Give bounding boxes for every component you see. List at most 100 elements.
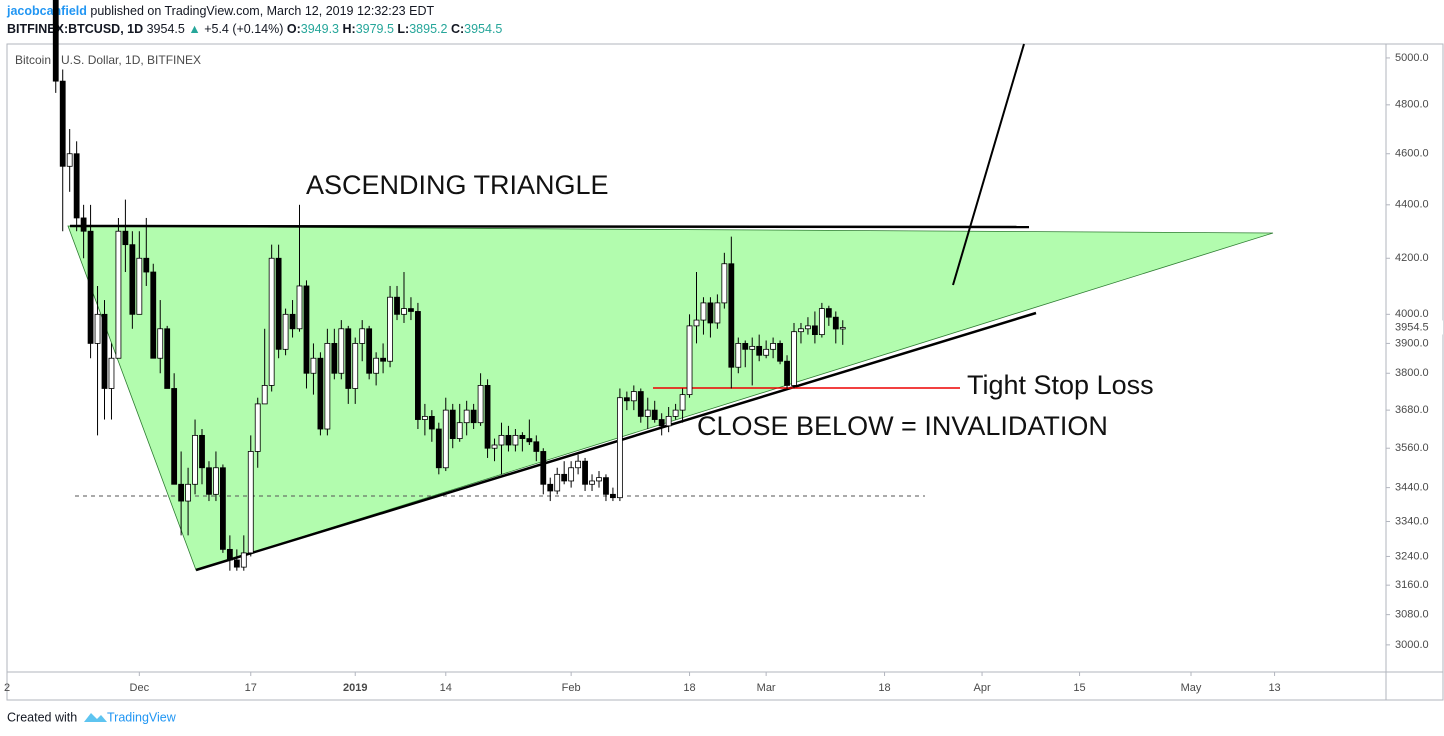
candle-body — [421, 415, 428, 420]
candle-body — [540, 451, 547, 485]
candle-body — [415, 311, 421, 420]
candle-body — [289, 313, 296, 330]
ohlc-key: L: — [397, 22, 409, 36]
y-tick-label: 3340.0 — [1395, 515, 1429, 527]
candle-body — [735, 343, 742, 368]
candle-body — [505, 434, 512, 446]
footer-brand[interactable]: TradingView — [107, 710, 177, 724]
candle-body — [791, 331, 797, 386]
last-price-label: 3954.5 — [1395, 321, 1429, 333]
header-line: jacobcanfield published on TradingView.c… — [6, 4, 434, 18]
candle-body — [324, 343, 331, 430]
candle-body — [463, 409, 470, 424]
candle-body — [672, 409, 679, 417]
candle-body — [296, 285, 303, 330]
candle-body — [728, 263, 735, 368]
candle-body — [658, 419, 665, 427]
candle-body — [143, 257, 150, 273]
candle-body — [589, 480, 595, 485]
y-tick-label: 3800.0 — [1395, 367, 1429, 379]
candle-body — [477, 385, 484, 424]
annotation: ASCENDING TRIANGLE — [306, 170, 609, 200]
candle-body — [610, 493, 616, 499]
candle-body — [122, 230, 129, 246]
x-tick-label: 18 — [683, 682, 695, 694]
candle-body — [449, 409, 456, 439]
x-tick-label: Mar — [757, 682, 776, 694]
candle-body — [839, 327, 846, 330]
x-tick-label: Apr — [973, 682, 990, 694]
candle-body — [366, 328, 373, 374]
y-tick-label: 3440.0 — [1395, 482, 1429, 494]
candle-body — [714, 302, 721, 324]
candle-body — [679, 394, 686, 411]
candle-body — [832, 316, 839, 330]
brand-logo — [84, 713, 107, 722]
candle-body — [700, 302, 707, 321]
candle-body — [150, 271, 157, 359]
x-tick-label: 18 — [878, 682, 890, 694]
candle-body — [818, 308, 825, 336]
candle-body — [623, 397, 630, 402]
candle-body — [721, 263, 728, 304]
candle-body — [192, 434, 198, 485]
candle-body — [303, 285, 310, 374]
published: published on TradingView.com, March 12, … — [90, 4, 434, 18]
candle-body — [268, 257, 275, 386]
resistance-line[interactable] — [69, 224, 1030, 229]
footer-text: Created with — [7, 710, 77, 724]
candle-body — [80, 217, 87, 232]
candle-body — [73, 153, 80, 219]
candle-body — [178, 483, 185, 502]
y-tick-label: 4600.0 — [1395, 148, 1429, 160]
candle-body — [275, 257, 282, 350]
candle-body — [637, 391, 644, 417]
candle-body — [317, 357, 324, 430]
x-tick-label: 2 — [4, 682, 10, 694]
candle-body — [331, 343, 338, 374]
candle-body — [247, 451, 254, 554]
x-tick-label: 13 — [1268, 682, 1280, 694]
y-tick-label: 3080.0 — [1395, 609, 1429, 621]
y-tick-label: 5000.0 — [1395, 52, 1429, 64]
candle-body — [157, 328, 164, 359]
x-tick-label: May — [1181, 682, 1202, 694]
candle-body — [345, 328, 352, 389]
candle-body — [686, 325, 693, 396]
candle-body — [519, 434, 526, 439]
change: +5.4 (+0.14%) — [204, 22, 283, 36]
candle-body — [533, 441, 540, 452]
candle-body — [115, 230, 122, 359]
candle-body — [66, 153, 73, 167]
author[interactable]: jacobcanfield — [6, 4, 87, 18]
candle-body — [338, 328, 345, 374]
candle-body — [756, 345, 763, 356]
chart-title: Bitcoin / U.S. Dollar, 1D, BITFINEX — [15, 53, 201, 67]
triangle-zone[interactable] — [67, 225, 1274, 571]
candle-body — [310, 357, 317, 374]
candle-body — [233, 559, 240, 568]
annotation: CLOSE BELOW = INVALIDATION — [697, 411, 1108, 441]
candle-body — [596, 477, 602, 482]
price: 3954.5 — [147, 22, 185, 36]
x-tick-label: 15 — [1073, 682, 1085, 694]
y-tick-label: 3160.0 — [1395, 579, 1429, 591]
candle-body — [199, 434, 205, 469]
candle-body — [213, 467, 219, 495]
candle-body — [164, 328, 171, 389]
chart-frame — [6, 43, 1444, 701]
candle-body — [59, 80, 66, 167]
candle-body — [811, 325, 818, 336]
candle-body — [254, 403, 261, 452]
breakout-line[interactable] — [952, 43, 1025, 286]
candle-body — [108, 357, 115, 389]
ascending-support-line[interactable] — [195, 311, 1037, 572]
x-tick-label: Feb — [562, 682, 581, 694]
candle-body — [282, 313, 289, 350]
candle-body — [707, 302, 714, 324]
candle-body — [749, 345, 756, 350]
candle-body — [94, 313, 101, 344]
candle-body — [561, 473, 568, 482]
candle-body — [630, 391, 637, 402]
